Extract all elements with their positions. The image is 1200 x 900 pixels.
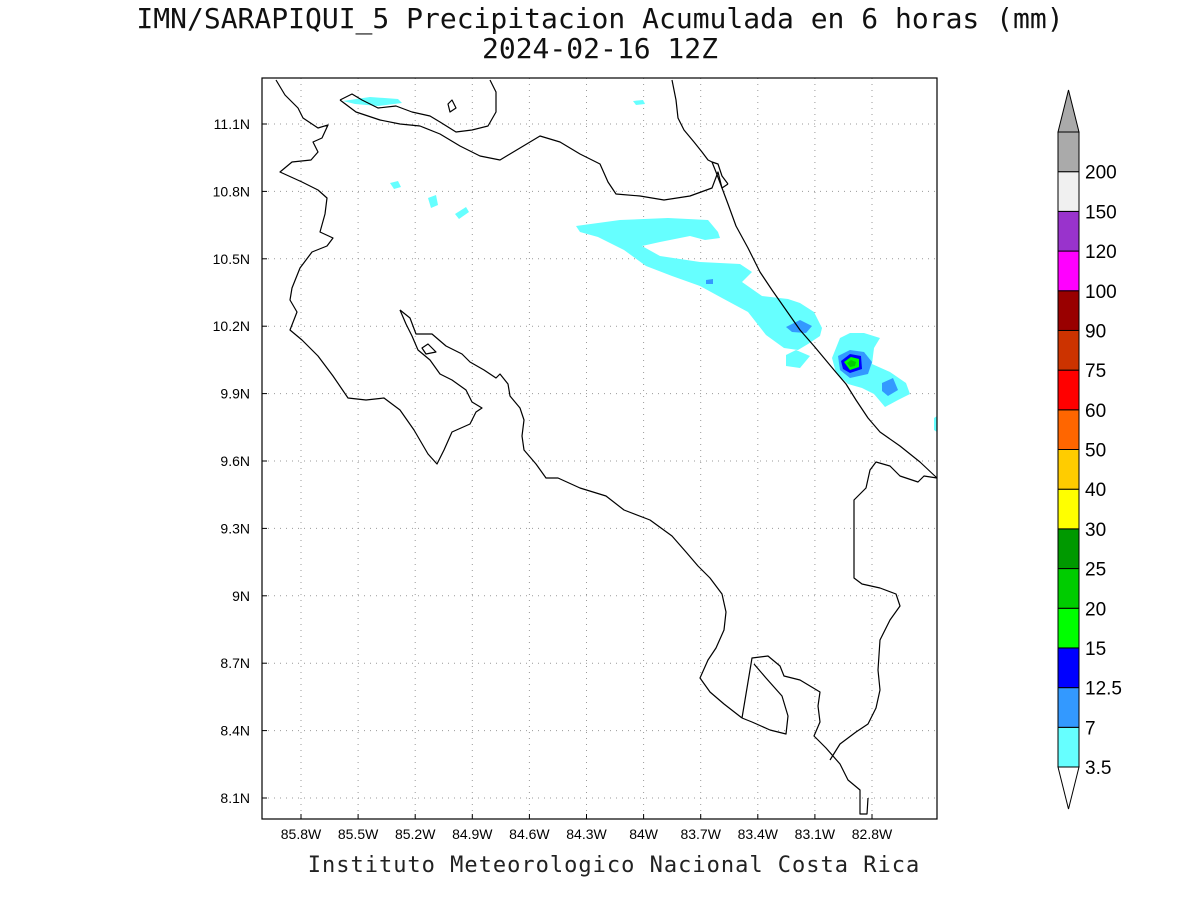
- colorbar-swatch: [1057, 449, 1080, 490]
- lat-tick-label: 9.3N: [220, 520, 250, 536]
- lake-island: [447, 99, 457, 113]
- colorbar-swatch: [1057, 250, 1080, 292]
- lat-tick-label: 9.9N: [220, 386, 250, 402]
- colorbar-label: 200: [1085, 163, 1117, 184]
- precipitation-shading: [343, 97, 937, 432]
- precip-patch: [706, 279, 713, 284]
- colorbar-label: 150: [1085, 202, 1117, 223]
- colorbar-label: 7: [1085, 718, 1096, 739]
- precip-patch: [428, 195, 438, 208]
- colorbar-label: 20: [1085, 599, 1106, 620]
- lon-tick-label: 85.8W: [281, 826, 322, 842]
- lat-tick-label: 9N: [232, 588, 250, 604]
- lon-tick-label: 85.5W: [338, 826, 379, 842]
- pacific-coastline: [275, 79, 483, 465]
- colorbar-label: 30: [1085, 520, 1106, 541]
- golfo-dulce-coast: [741, 663, 789, 735]
- colorbar-label: 12.5: [1085, 679, 1122, 700]
- lon-tick-label: 84.9W: [452, 826, 493, 842]
- caribbean-coastline: [711, 161, 938, 479]
- precip-patch: [882, 378, 898, 396]
- colorbar-swatch: [1057, 369, 1080, 411]
- san-juan-river: [671, 79, 713, 163]
- nicoya-island: [421, 343, 437, 355]
- colorbar-label: 40: [1085, 480, 1106, 501]
- longitude-labels: 85.8W 85.5W 85.2W 84.9W 84.6W 84.3W 84W 83.7W 83…: [281, 826, 893, 842]
- lon-tick-label: 84W: [629, 826, 659, 842]
- colorbar-swatch: [1057, 488, 1080, 530]
- colorbar-label: 3.5: [1085, 758, 1111, 779]
- colorbar-swatch: [1057, 290, 1080, 331]
- colorbar-label: 25: [1085, 560, 1106, 581]
- lon-tick-label: 83.4W: [738, 826, 779, 842]
- chart-title: IMN/SARAPIQUI_5 Precipitacion Acumulada …: [136, 2, 1064, 35]
- border-panama: [829, 461, 938, 761]
- lon-tick-label: 83.1W: [795, 826, 836, 842]
- precip-patch: [576, 218, 822, 350]
- lat-tick-label: 9.6N: [220, 453, 250, 469]
- colorbar-swatch: [1057, 568, 1080, 609]
- colorbar-swatch: [1057, 329, 1080, 371]
- colorbar-under-arrow: [1057, 766, 1080, 810]
- colorbar-label: 100: [1085, 282, 1117, 303]
- lon-tick-label: 84.3W: [566, 826, 607, 842]
- colorbar-swatch: [1057, 409, 1080, 450]
- lon-tick-label: 83.7W: [680, 826, 721, 842]
- latitude-labels: 11.1N 10.8N 10.5N 10.2N 9.9N 9.6N 9.3N 9N 8.7N 8.…: [213, 116, 250, 806]
- precip-patch: [847, 360, 856, 367]
- colorbar-label: 120: [1085, 242, 1117, 263]
- lat-tick-label: 11.1N: [214, 116, 250, 132]
- lat-tick-label: 8.7N: [220, 655, 250, 671]
- lon-tick-label: 82.8W: [852, 826, 893, 842]
- colorbar-label: 15: [1085, 639, 1106, 660]
- colorbar-swatch: [1057, 687, 1080, 728]
- lake-nicaragua-shore: [339, 79, 497, 133]
- chart-subtitle-date: 2024-02-16 12Z: [481, 32, 718, 65]
- colorbar-over-arrow: [1057, 89, 1080, 133]
- lat-tick-label: 10.8N: [213, 183, 250, 199]
- colorbar-label: 90: [1085, 321, 1106, 342]
- coastlines: [275, 79, 938, 815]
- colorbar-swatch: [1057, 528, 1080, 570]
- precip-patch: [390, 181, 401, 189]
- lat-tick-label: 8.1N: [220, 790, 250, 806]
- colorbar-swatch: [1057, 171, 1080, 212]
- precip-patch: [786, 350, 810, 368]
- colorbar-swatch: [1057, 726, 1080, 768]
- lat-tick-label: 8.4N: [220, 723, 250, 739]
- nicaragua-border: [339, 99, 729, 201]
- osa-peninsula-coast: [741, 655, 869, 815]
- lon-tick-label: 84.6W: [509, 826, 550, 842]
- colorbar-swatch: [1057, 647, 1080, 689]
- map-frame: [261, 77, 938, 820]
- gulf-nicoya-coast: [399, 309, 743, 719]
- lat-tick-label: 10.5N: [213, 251, 250, 267]
- precip-patch: [934, 416, 937, 432]
- colorbar-label: 75: [1085, 361, 1106, 382]
- map-grid: [262, 78, 937, 819]
- precip-patch: [633, 100, 645, 105]
- precip-patch: [343, 97, 402, 106]
- footer-credit: Instituto Meteorologico Nacional Costa R…: [307, 853, 921, 878]
- lon-tick-label: 85.2W: [395, 826, 436, 842]
- precip-patch: [786, 320, 812, 333]
- precip-patch: [455, 207, 469, 219]
- colorbar-swatch: [1057, 607, 1080, 649]
- colorbar-swatch: [1057, 210, 1080, 252]
- colorbar-label: 50: [1085, 441, 1106, 462]
- colorbar-swatch: [1057, 131, 1080, 173]
- colorbar-label: 60: [1085, 401, 1106, 422]
- lat-tick-label: 10.2N: [213, 318, 250, 334]
